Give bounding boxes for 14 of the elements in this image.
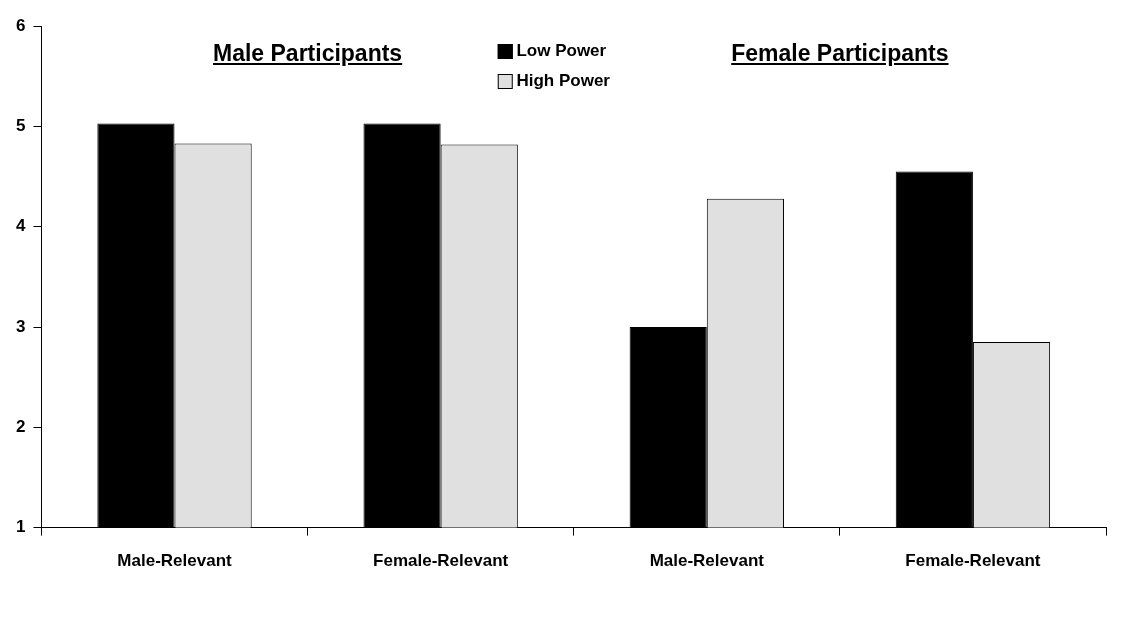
- legend-label: Low Power: [516, 41, 607, 62]
- legend-label: High Power: [516, 71, 610, 92]
- y-tick-label: 2: [15, 417, 26, 437]
- x-tick-label: Male-Relevant: [117, 551, 233, 571]
- x-tick-label: Female-Relevant: [905, 551, 1041, 571]
- y-tick-label: 6: [15, 15, 26, 35]
- x-tick-label: Female-Relevant: [373, 551, 509, 571]
- y-tick-label: 1: [15, 517, 26, 537]
- y-tick-label: 3: [15, 316, 26, 336]
- x-tick-label: Male-Relevant: [649, 551, 765, 571]
- y-tick-label: 4: [15, 216, 26, 236]
- annotation: Male Participants: [212, 40, 403, 68]
- y-tick-label: 5: [15, 116, 26, 136]
- annotation: Female Participants: [731, 40, 949, 68]
